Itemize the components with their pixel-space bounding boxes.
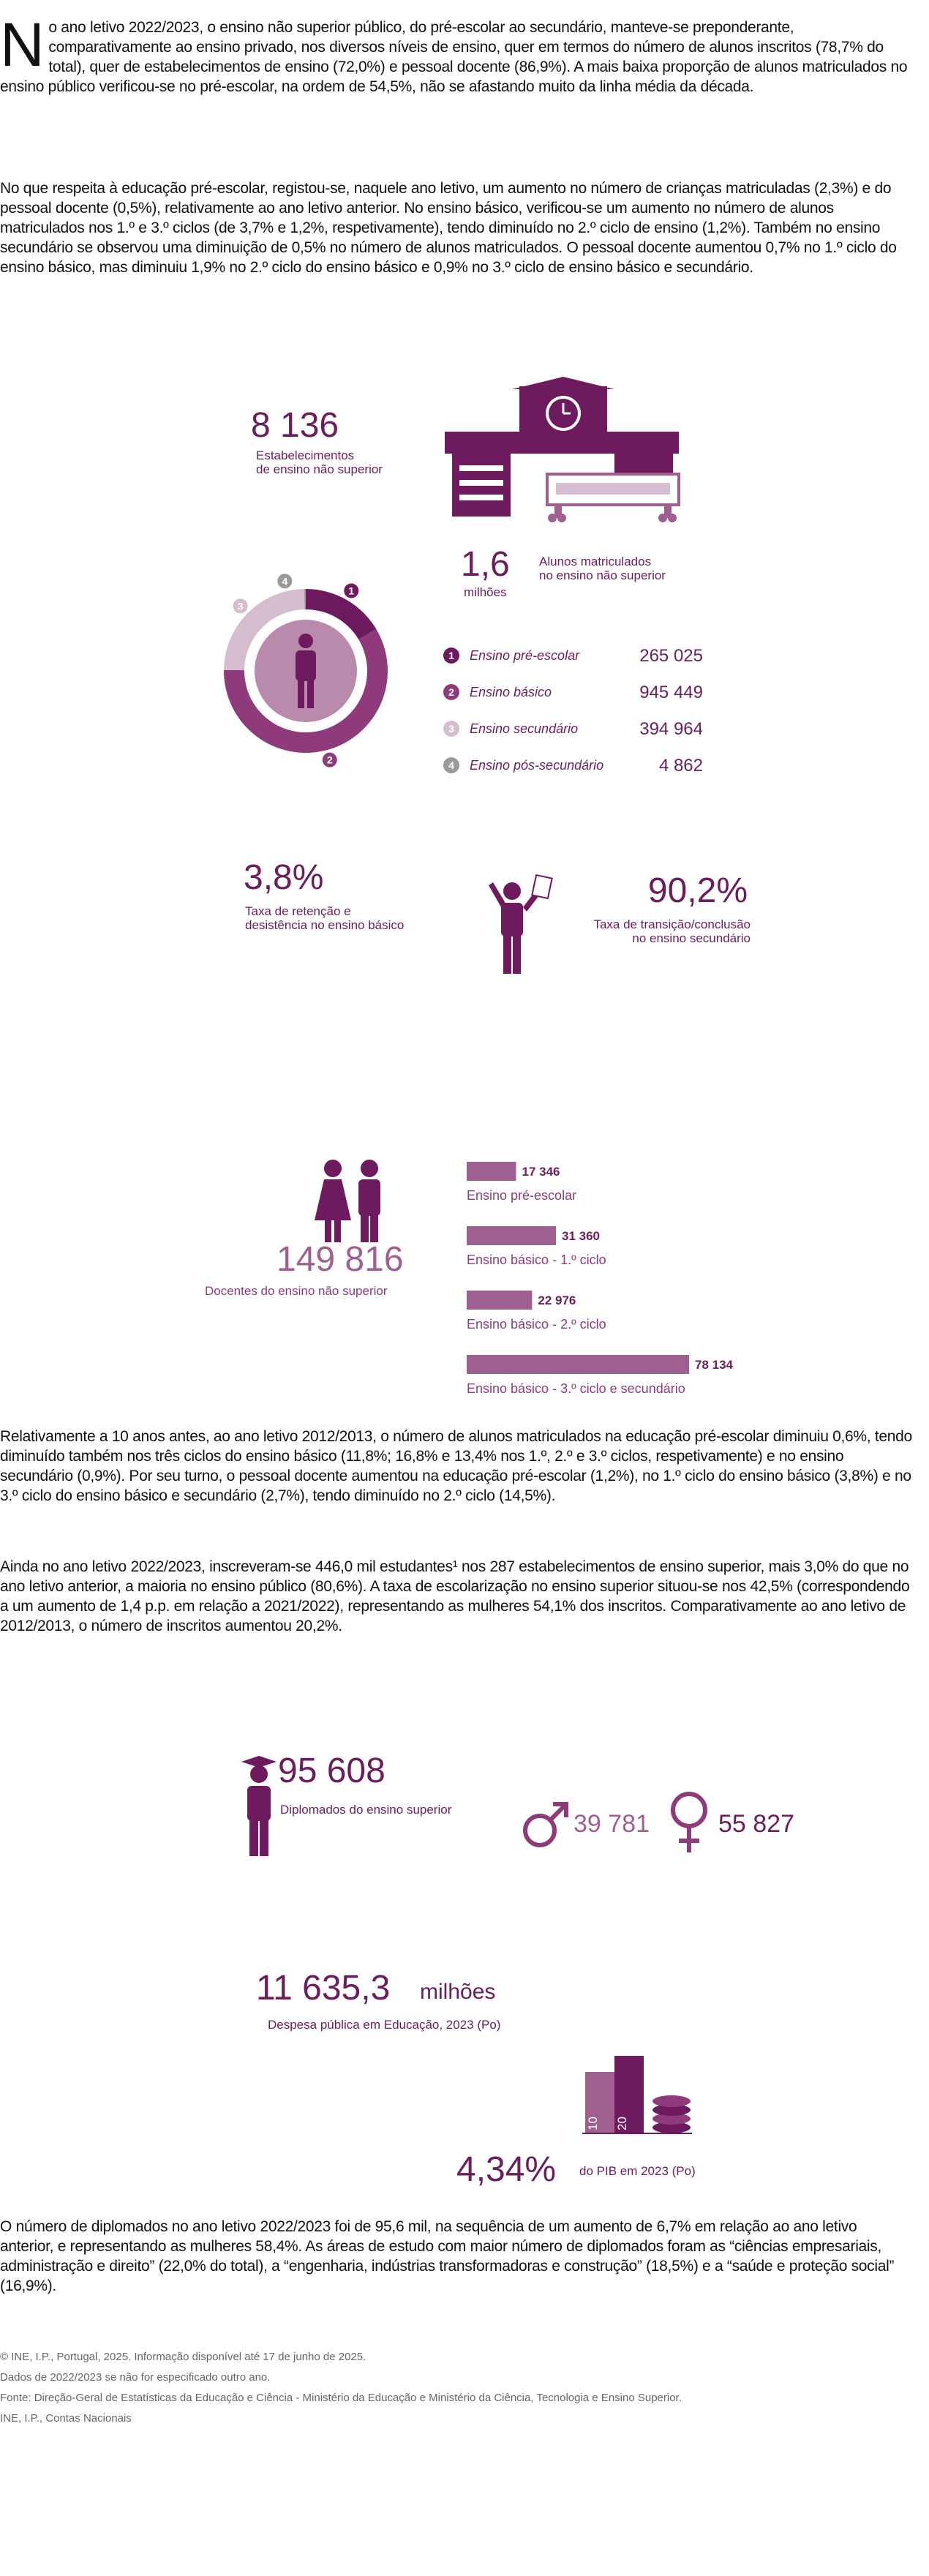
student-icon: [489, 874, 553, 974]
men-value: 39 781: [573, 1810, 650, 1838]
paragraph: No que respeita à educação pré-escolar, …: [0, 180, 897, 276]
students-value: 1,6: [461, 545, 510, 584]
legend-marker-label: 2: [448, 686, 454, 698]
legend-value: 265 025: [639, 646, 703, 666]
legend-marker-label: 3: [448, 723, 454, 735]
donut-marker: [231, 597, 249, 615]
graduates-label: Diplomados do ensino superior: [280, 1803, 452, 1817]
legend-label: Ensino básico: [470, 685, 552, 699]
schools-label: Estabelecimentos de ensino não superior: [256, 448, 383, 476]
bar: [467, 1162, 516, 1181]
donut-segment: [306, 589, 377, 640]
legend-value: 394 964: [639, 719, 703, 739]
bar-value-label: 22 976: [538, 1293, 576, 1307]
footer-line: © INE, I.P., Portugal, 2025. Informação …: [0, 2351, 366, 2363]
women-value: 55 827: [718, 1810, 794, 1838]
female-symbol: [671, 1792, 707, 1852]
legend-label: Ensino secundário: [470, 721, 578, 736]
male-symbol: [523, 1802, 568, 1847]
expenditure-value: 11 635,3: [256, 1969, 391, 2008]
graduates-value: 95 608: [278, 1751, 385, 1790]
paragraph: Ainda no ano letivo 2022/2023, inscrever…: [0, 1558, 910, 1634]
bar-category-label: Ensino básico - 3.º ciclo e secundário: [467, 1381, 685, 1396]
graduate-icon: [241, 1756, 277, 1856]
expenditure-label: Despesa pública em Educação, 2023 (Po): [268, 2018, 501, 2032]
retention-value: 3,8%: [244, 858, 324, 897]
donut-marker: [320, 751, 339, 769]
legend-marker: [443, 757, 459, 773]
paragraph: O número de diplomados no ano letivo 202…: [0, 2218, 895, 2294]
school-icon: [445, 377, 680, 522]
icon-bar-label: 20: [615, 2117, 629, 2130]
donut-marker-label: 2: [327, 754, 333, 766]
donut-segment: [224, 589, 305, 671]
gdp-share: 4,34%: [456, 2150, 557, 2189]
bar: [467, 1226, 557, 1245]
donut-segment: [224, 628, 388, 753]
donut-marker-label: 3: [238, 600, 244, 612]
bar: [467, 1291, 533, 1310]
gdp-label: do PIB em 2023 (Po): [579, 2164, 696, 2178]
retention-label: Taxa de retenção e desistência no ensino…: [245, 904, 405, 932]
donut-marker-label: 4: [282, 575, 287, 587]
donut-marker-label: 1: [348, 585, 354, 596]
bar: [467, 1355, 689, 1374]
legend-marker: [443, 721, 459, 737]
person-icon: [296, 634, 316, 708]
legend-marker: [443, 684, 459, 700]
paragraph: No ano letivo 2022/2023, o ensino não su…: [0, 10, 908, 95]
donut-marker: [342, 582, 361, 600]
donut-segment: [304, 589, 306, 610]
legend-marker-label: 4: [448, 759, 454, 771]
bar-category-label: Ensino básico - 2.º ciclo: [467, 1317, 606, 1332]
icon-bar-label: 10: [586, 2117, 600, 2130]
bar-value-label: 78 134: [695, 1358, 734, 1372]
legend-value: 4 862: [659, 756, 703, 776]
transition-label: Taxa de transição/conclusão no ensino se…: [593, 917, 751, 945]
bar-category-label: Ensino básico - 1.º ciclo: [467, 1253, 606, 1267]
students-label: Alunos matriculados no ensino não superi…: [539, 555, 666, 582]
teachers-icon: [315, 1160, 380, 1242]
donut-marker: [276, 572, 294, 590]
legend-value: 945 449: [639, 683, 703, 702]
bar-value-label: 17 346: [522, 1165, 560, 1179]
expenditure-unit: milhões: [420, 1980, 496, 2004]
footer-line: INE, I.P., Contas Nacionais: [0, 2412, 132, 2425]
teachers-label: Docentes do ensino não superior: [205, 1284, 388, 1298]
legend-marker-label: 1: [448, 650, 454, 661]
footer-line: Dados de 2022/2023 se não for especifica…: [0, 2371, 271, 2384]
money-icon: [582, 2056, 692, 2134]
students-unit: milhões: [464, 585, 507, 599]
schools-value: 8 136: [251, 406, 339, 445]
transition-value: 90,2%: [647, 871, 748, 910]
legend-label: Ensino pós-secundário: [470, 758, 603, 773]
teachers-value: 149 816: [277, 1240, 404, 1279]
legend-label: Ensino pré-escolar: [470, 648, 580, 663]
legend-marker: [443, 647, 459, 664]
footer-line: Fonte: Direção-Geral de Estatísticas da …: [0, 2392, 682, 2404]
paragraph: Relativamente a 10 anos antes, ao ano le…: [0, 1428, 912, 1504]
bar-value-label: 31 360: [562, 1229, 600, 1243]
bar-category-label: Ensino pré-escolar: [467, 1188, 576, 1203]
